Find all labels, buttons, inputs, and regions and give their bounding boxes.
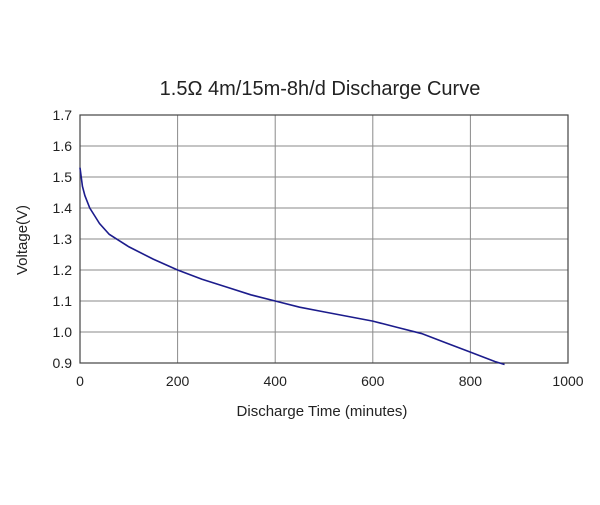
x-tick-label: 0 [76, 373, 84, 389]
x-tick-labels: 0 200 400 600 800 1000 [76, 373, 584, 389]
x-tick-label: 400 [264, 373, 288, 389]
y-tick-label: 1.3 [53, 231, 73, 247]
x-tick-label: 200 [166, 373, 190, 389]
y-tick-label: 0.9 [53, 355, 73, 371]
y-tick-label: 1.2 [53, 262, 73, 278]
plot-frame [79, 114, 569, 364]
y-tick-label: 1.1 [53, 293, 73, 309]
y-tick-label: 1.5 [53, 169, 73, 185]
y-tick-label: 1.0 [53, 324, 73, 340]
y-tick-labels: 0.9 1.0 1.1 1.2 1.3 1.4 1.5 1.6 1.7 [53, 107, 73, 371]
y-tick-label: 1.6 [53, 138, 73, 154]
x-tick-label: 1000 [552, 373, 583, 389]
x-tick-label: 800 [459, 373, 483, 389]
grid-lines [79, 114, 569, 364]
x-axis-label: Discharge Time (minutes) [237, 403, 408, 420]
chart-title: 1.5Ω 4m/15m-8h/d Discharge Curve [160, 78, 481, 100]
y-axis-label: Voltage(V) [14, 205, 31, 275]
x-tick-label: 600 [361, 373, 385, 389]
y-tick-label: 1.4 [53, 200, 73, 216]
y-tick-label: 1.7 [53, 107, 73, 123]
series-line [79, 167, 505, 366]
